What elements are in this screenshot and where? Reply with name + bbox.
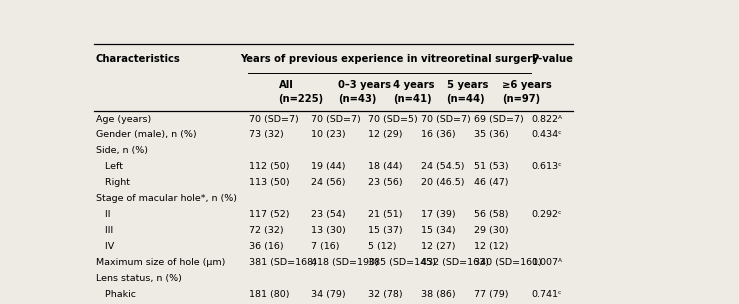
- Text: 385 (SD=145): 385 (SD=145): [368, 258, 436, 267]
- Text: 0.007ᴬ: 0.007ᴬ: [531, 258, 563, 267]
- Text: 15 (37): 15 (37): [368, 226, 403, 235]
- Text: 12 (12): 12 (12): [474, 242, 509, 251]
- Text: 70 (SD=7): 70 (SD=7): [310, 115, 361, 123]
- Text: 23 (54): 23 (54): [310, 210, 345, 219]
- Text: 24 (54.5): 24 (54.5): [421, 162, 465, 171]
- Text: 113 (50): 113 (50): [249, 178, 290, 187]
- Text: (n=97): (n=97): [502, 94, 540, 104]
- Text: (n=225): (n=225): [279, 94, 324, 104]
- Text: 69 (SD=7): 69 (SD=7): [474, 115, 524, 123]
- Text: 19 (44): 19 (44): [310, 162, 345, 171]
- Text: 18 (44): 18 (44): [368, 162, 402, 171]
- Text: 77 (79): 77 (79): [474, 290, 509, 299]
- Text: II: II: [96, 210, 110, 219]
- Text: 0.822ᴬ: 0.822ᴬ: [531, 115, 563, 123]
- Text: 0.741ᶜ: 0.741ᶜ: [531, 290, 562, 299]
- Text: 35 (36): 35 (36): [474, 130, 509, 140]
- Text: 70 (SD=7): 70 (SD=7): [421, 115, 471, 123]
- Text: Gender (male), n (%): Gender (male), n (%): [96, 130, 197, 140]
- Text: 12 (27): 12 (27): [421, 242, 456, 251]
- Text: 24 (56): 24 (56): [310, 178, 345, 187]
- Text: III: III: [96, 226, 113, 235]
- Text: 56 (58): 56 (58): [474, 210, 509, 219]
- Text: 70 (SD=5): 70 (SD=5): [368, 115, 418, 123]
- Text: ≥6 years: ≥6 years: [502, 80, 551, 90]
- Text: P-value: P-value: [531, 54, 573, 64]
- Text: Phakic: Phakic: [96, 290, 136, 299]
- Text: 5 (12): 5 (12): [368, 242, 396, 251]
- Text: Side, n (%): Side, n (%): [96, 147, 148, 155]
- Text: Right: Right: [96, 178, 130, 187]
- Text: 34 (79): 34 (79): [310, 290, 345, 299]
- Text: 38 (86): 38 (86): [421, 290, 456, 299]
- Text: 17 (39): 17 (39): [421, 210, 456, 219]
- Text: 51 (53): 51 (53): [474, 162, 509, 171]
- Text: 112 (50): 112 (50): [249, 162, 289, 171]
- Text: 0.434ᶜ: 0.434ᶜ: [531, 130, 562, 140]
- Text: 15 (34): 15 (34): [421, 226, 456, 235]
- Text: 10 (23): 10 (23): [310, 130, 345, 140]
- Text: 0–3 years: 0–3 years: [338, 80, 391, 90]
- Text: 381 (SD=168): 381 (SD=168): [249, 258, 316, 267]
- Text: 21 (51): 21 (51): [368, 210, 402, 219]
- Text: 73 (32): 73 (32): [249, 130, 284, 140]
- Text: Age (years): Age (years): [96, 115, 151, 123]
- Text: (n=41): (n=41): [393, 94, 432, 104]
- Text: 5 years: 5 years: [446, 80, 488, 90]
- Text: 72 (32): 72 (32): [249, 226, 283, 235]
- Text: 13 (30): 13 (30): [310, 226, 345, 235]
- Text: 340 (SD=161): 340 (SD=161): [474, 258, 542, 267]
- Text: Maximum size of hole (μm): Maximum size of hole (μm): [96, 258, 225, 267]
- Text: 16 (36): 16 (36): [421, 130, 456, 140]
- Text: 36 (16): 36 (16): [249, 242, 283, 251]
- Text: Characteristics: Characteristics: [96, 54, 180, 64]
- Text: 117 (52): 117 (52): [249, 210, 289, 219]
- Text: Stage of macular hole*, n (%): Stage of macular hole*, n (%): [96, 194, 236, 203]
- Text: (n=44): (n=44): [446, 94, 486, 104]
- Text: 12 (29): 12 (29): [368, 130, 402, 140]
- Text: 432 (SD=163): 432 (SD=163): [421, 258, 489, 267]
- Text: Lens status, n (%): Lens status, n (%): [96, 274, 182, 283]
- Text: 46 (47): 46 (47): [474, 178, 509, 187]
- Text: 20 (46.5): 20 (46.5): [421, 178, 465, 187]
- Text: 23 (56): 23 (56): [368, 178, 403, 187]
- Text: 4 years: 4 years: [393, 80, 435, 90]
- Text: 32 (78): 32 (78): [368, 290, 403, 299]
- Text: 7 (16): 7 (16): [310, 242, 339, 251]
- Text: (n=43): (n=43): [338, 94, 376, 104]
- Text: All: All: [279, 80, 293, 90]
- Text: 181 (80): 181 (80): [249, 290, 289, 299]
- Text: IV: IV: [96, 242, 114, 251]
- Text: 0.292ᶜ: 0.292ᶜ: [531, 210, 562, 219]
- Text: Years of previous experience in vitreoretinal surgery: Years of previous experience in vitreore…: [239, 54, 538, 64]
- Text: 0.613ᶜ: 0.613ᶜ: [531, 162, 562, 171]
- Text: Left: Left: [96, 162, 123, 171]
- Text: 70 (SD=7): 70 (SD=7): [249, 115, 299, 123]
- Text: 29 (30): 29 (30): [474, 226, 509, 235]
- Text: 418 (SD=190): 418 (SD=190): [310, 258, 378, 267]
